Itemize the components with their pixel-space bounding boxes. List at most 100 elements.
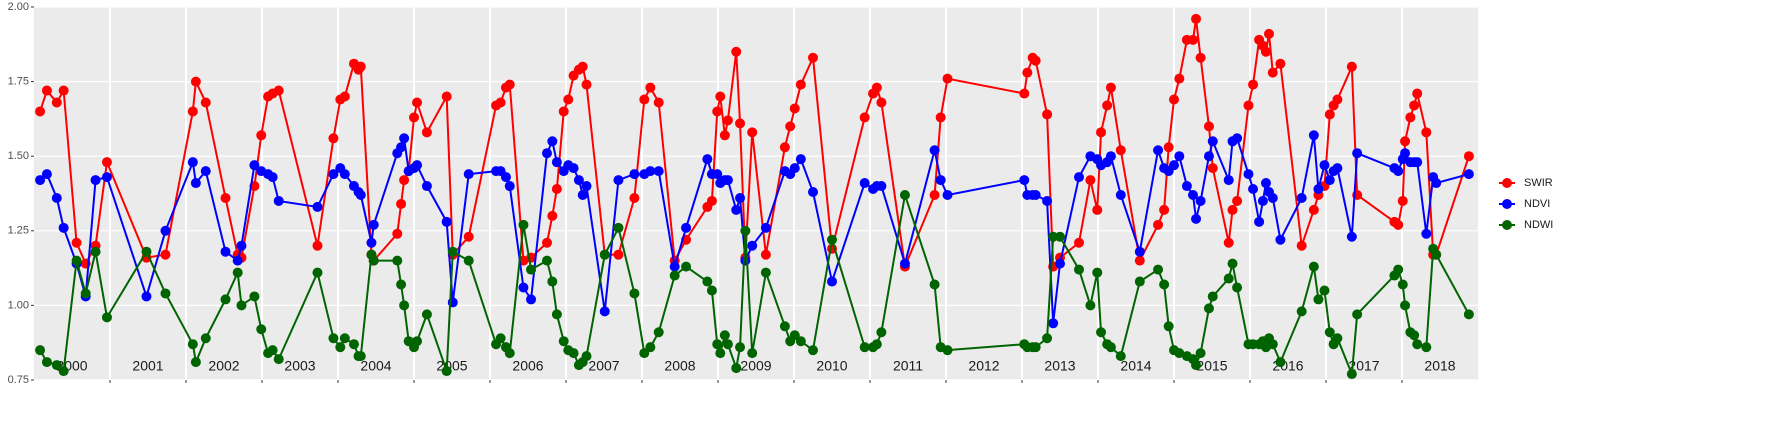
data-point	[1030, 189, 1041, 200]
data-point	[942, 73, 953, 84]
data-point	[1248, 184, 1259, 195]
data-point	[80, 288, 91, 299]
data-point	[141, 246, 152, 257]
data-point	[859, 342, 870, 353]
data-point	[1260, 46, 1271, 57]
data-point	[1134, 255, 1145, 266]
data-point	[1296, 306, 1307, 317]
data-point	[220, 246, 231, 257]
data-point	[273, 354, 284, 365]
data-point	[1195, 195, 1206, 206]
data-point	[421, 309, 432, 320]
data-point	[1030, 55, 1041, 66]
data-point	[1042, 333, 1053, 344]
data-point	[35, 106, 46, 117]
data-point	[669, 261, 680, 272]
data-point	[702, 154, 713, 165]
data-point	[1257, 195, 1268, 206]
data-point	[702, 276, 713, 287]
data-point	[463, 231, 474, 242]
data-point	[1397, 195, 1408, 206]
data-point	[935, 175, 946, 186]
data-point	[942, 189, 953, 200]
data-point	[1313, 294, 1324, 305]
data-point	[760, 249, 771, 260]
data-point	[706, 285, 717, 296]
data-point	[581, 79, 592, 90]
year-label: 2013	[1044, 358, 1075, 374]
data-point	[629, 192, 640, 203]
data-point	[41, 357, 52, 368]
data-point	[463, 169, 474, 180]
data-point	[645, 342, 656, 353]
year-label: 2002	[208, 358, 239, 374]
data-point	[871, 339, 882, 350]
data-point	[795, 336, 806, 347]
legend-label: NDVI	[1524, 198, 1550, 210]
data-point	[187, 157, 198, 168]
data-point	[1463, 151, 1474, 162]
data-point	[518, 219, 529, 230]
data-point	[58, 222, 69, 233]
data-point	[273, 195, 284, 206]
data-point	[760, 222, 771, 233]
data-point	[355, 61, 366, 72]
data-point	[1346, 61, 1357, 72]
data-point	[827, 276, 837, 287]
data-point	[51, 97, 62, 108]
data-point	[1227, 204, 1238, 215]
data-point	[1313, 184, 1324, 195]
data-point	[355, 189, 366, 200]
data-point	[1074, 172, 1084, 183]
data-point	[1174, 151, 1185, 162]
data-point	[1275, 234, 1286, 245]
data-point	[1352, 309, 1363, 320]
data-point	[747, 348, 758, 359]
year-label: 2003	[284, 358, 315, 374]
data-point	[312, 201, 323, 212]
data-point	[760, 267, 771, 278]
data-point	[1400, 300, 1411, 311]
data-point	[1169, 160, 1179, 171]
data-point	[339, 333, 350, 344]
data-point	[1308, 130, 1319, 141]
data-point	[899, 189, 910, 200]
data-point	[101, 312, 112, 323]
data-point	[1174, 348, 1185, 359]
data-point	[1191, 13, 1202, 24]
data-point	[504, 348, 515, 359]
data-point	[629, 288, 640, 299]
data-point	[160, 225, 171, 236]
data-point	[1105, 342, 1116, 353]
data-point	[1243, 169, 1254, 180]
data-point	[1267, 192, 1278, 203]
legend-marker	[1502, 199, 1512, 209]
data-point	[681, 222, 692, 233]
data-point	[441, 216, 452, 227]
data-point	[581, 351, 592, 362]
data-point	[551, 157, 562, 168]
data-point	[421, 181, 432, 192]
data-point	[1296, 192, 1307, 203]
data-point	[1134, 276, 1145, 287]
data-point	[1227, 258, 1238, 269]
data-point	[1207, 136, 1218, 147]
year-label: 2005	[436, 358, 467, 374]
data-point	[141, 291, 152, 302]
data-point	[1163, 142, 1174, 153]
data-point	[1393, 166, 1404, 177]
data-point	[1195, 52, 1206, 63]
data-point	[463, 255, 474, 266]
data-point	[190, 357, 201, 368]
data-point	[808, 345, 818, 356]
data-point	[639, 94, 650, 105]
data-point	[249, 291, 260, 302]
data-point	[568, 163, 579, 174]
data-point	[1319, 160, 1330, 171]
data-point	[808, 187, 818, 198]
data-point	[312, 267, 323, 278]
data-point	[71, 255, 82, 266]
data-point	[58, 366, 69, 377]
data-point	[35, 175, 46, 186]
data-point	[1055, 258, 1065, 269]
